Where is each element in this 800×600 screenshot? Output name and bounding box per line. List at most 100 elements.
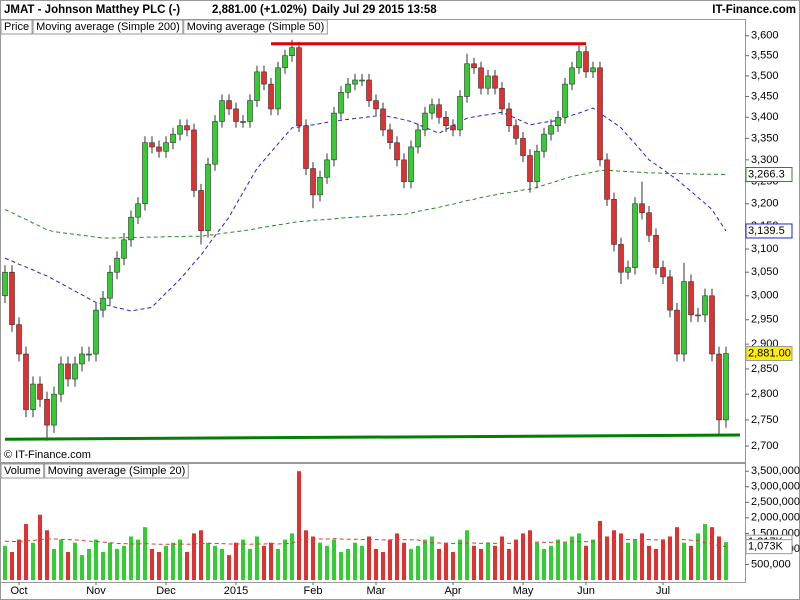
volume-bar: [185, 552, 189, 580]
value-badge: [745, 539, 793, 555]
y-tick-label: 3,400: [751, 111, 779, 123]
candle-body: [604, 159, 610, 200]
volume-bar: [136, 539, 140, 580]
candle-body: [527, 155, 533, 182]
volume-bar: [255, 536, 259, 580]
volume-bar: [80, 555, 84, 580]
candle-body: [163, 142, 169, 152]
volume-bar: [486, 542, 490, 580]
legend-label: Moving average (Simple 200): [36, 21, 180, 33]
y-tick-label: 3,000: [751, 290, 779, 302]
legend-box: [0, 463, 45, 479]
volume-bar: [423, 539, 427, 580]
y-tick-label: 3,500,000: [751, 465, 800, 477]
value-badge-label: 3,139.5: [748, 225, 785, 237]
volume-bar: [59, 539, 63, 580]
candle-body: [576, 51, 582, 69]
candle-body: [65, 363, 71, 380]
candle-body: [716, 353, 722, 421]
volume-bar: [73, 542, 77, 580]
volume-bar: [535, 542, 539, 580]
volume-bar: [227, 555, 231, 580]
volume-bar: [3, 545, 7, 580]
volume-bar: [563, 542, 567, 580]
candle-body: [443, 116, 449, 126]
copyright: © IT-Finance.com: [4, 449, 91, 461]
volume-bar: [703, 524, 707, 580]
chart-title: JMAT - Johnson Matthey PLC (-): [4, 4, 180, 16]
volume-bar: [332, 539, 336, 580]
candle-body: [646, 212, 652, 236]
legend-box: [32, 19, 184, 35]
candle-body: [422, 112, 428, 131]
candle-body: [254, 71, 260, 101]
candle-body: [135, 203, 141, 218]
volume-bar: [500, 536, 504, 580]
candle-body: [366, 79, 372, 101]
quote: 2,881.00 (+1.02%): [212, 4, 307, 16]
volume-bar: [542, 548, 546, 580]
volume-bar: [556, 539, 560, 580]
value-badge-label: 2,881.00: [748, 347, 791, 359]
candle-body: [667, 276, 673, 311]
x-tick-label: Dec: [156, 585, 176, 597]
volume-bar: [710, 527, 714, 580]
volume-bar: [640, 533, 644, 580]
volume-bar: [52, 548, 56, 580]
candle-body: [548, 125, 554, 135]
volume-bar: [549, 545, 553, 580]
candle-body: [597, 67, 603, 161]
candle-body: [23, 353, 29, 410]
volume-bar: [269, 542, 273, 580]
candle-body: [275, 67, 281, 110]
y-tick-label: 3,500: [751, 70, 779, 82]
subtitle: Daily Jul 29 2015 13:58: [312, 4, 437, 16]
volume-bar: [325, 545, 329, 580]
legend-label: Volume: [4, 465, 41, 477]
y-tick-label: 3,300: [751, 154, 779, 166]
candle-body: [471, 63, 477, 69]
volume-bar: [283, 539, 287, 580]
volume-bar: [465, 530, 469, 580]
candle-body: [310, 168, 316, 196]
legend-label: Moving average (Simple 20): [48, 465, 186, 477]
candle-body: [317, 176, 323, 196]
candle-body: [296, 47, 302, 126]
volume-bar: [409, 548, 413, 580]
volume-bar: [10, 552, 14, 580]
candle-body: [359, 79, 365, 82]
trend-line: [4, 433, 741, 441]
candle-body: [121, 239, 127, 259]
candle-body: [51, 393, 57, 426]
volume-bar: [668, 536, 672, 580]
candle-body: [324, 159, 330, 178]
y-tick-label: 2,850: [751, 363, 779, 375]
candle-body: [37, 383, 43, 400]
candle-body: [331, 112, 337, 161]
candle-body: [583, 51, 589, 73]
volume-bar: [129, 536, 133, 580]
y-tick-label: 2,500,000: [751, 496, 800, 508]
volume-bar: [647, 545, 651, 580]
candle-body: [611, 198, 617, 245]
volume-bar: [612, 530, 616, 580]
volume-bar: [346, 548, 350, 580]
candle-body: [569, 67, 575, 85]
y-tick-label: 2,000,000: [751, 512, 800, 524]
candle-body: [142, 142, 148, 205]
volume-bar: [206, 542, 210, 580]
volume-bar: [661, 539, 665, 580]
candle-body: [2, 271, 8, 297]
candle-body: [625, 267, 631, 273]
volume-bar: [654, 548, 658, 580]
value-badge: [745, 166, 793, 182]
volume-bar: [570, 536, 574, 580]
candle-body: [429, 104, 435, 114]
volume-bar: [577, 533, 581, 580]
volume-bar: [234, 542, 238, 580]
volume-bar: [591, 539, 595, 580]
volume-bar: [157, 552, 161, 580]
candle-body: [541, 133, 547, 152]
volume-bar: [94, 539, 98, 580]
candle-body: [464, 63, 470, 97]
